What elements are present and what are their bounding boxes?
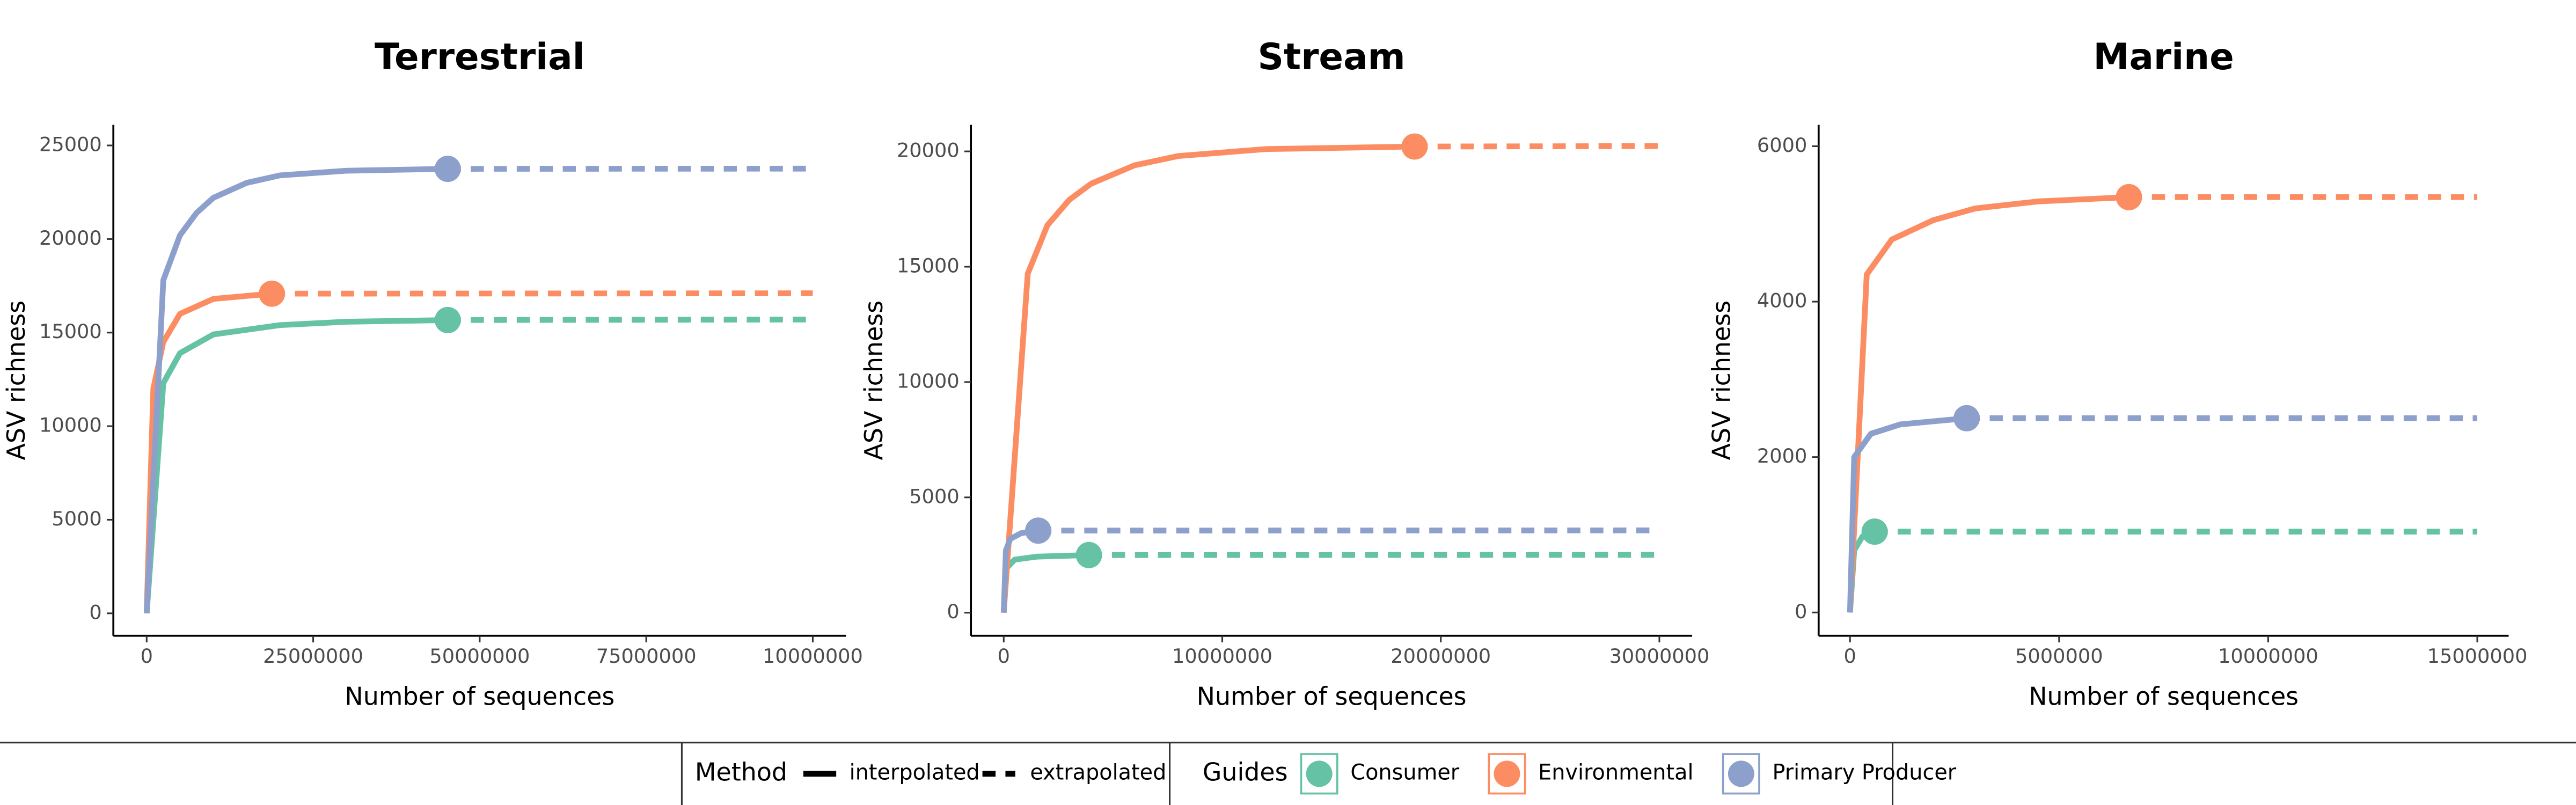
observed-point [1075, 541, 1102, 568]
extrapolated-line [448, 316, 813, 323]
interpolated-line [143, 317, 448, 614]
observed-point [2116, 184, 2142, 210]
interpolated-line [1847, 194, 2129, 613]
x-axis-label: Number of sequences [345, 682, 614, 711]
y-tick-label: 10000 [39, 414, 102, 437]
x-tick-label: 10000000 [1172, 645, 1272, 668]
legend-key [1306, 760, 1333, 787]
y-tick-label: 20000 [897, 139, 960, 162]
y-tick-label: 15000 [897, 254, 960, 277]
observed-point [1861, 518, 1888, 545]
panel-title: Stream [1258, 35, 1406, 78]
legend-label: interpolated [850, 760, 980, 785]
x-tick-label: 20000000 [1391, 645, 1491, 668]
interpolated-line [143, 166, 448, 614]
y-tick-label: 0 [89, 601, 101, 624]
y-tick-label: 2000 [1757, 444, 1807, 467]
y-tick-label: 0 [1795, 600, 1807, 623]
y-tick-label: 5000 [52, 507, 101, 530]
y-axis-label: ASV richness [1707, 301, 1736, 460]
interpolated-line [1847, 415, 1967, 613]
x-tick-label: 75000000 [596, 645, 697, 668]
observed-point [259, 280, 286, 307]
x-axis-label: Number of sequences [1197, 682, 1467, 711]
panel-title: Terrestrial [375, 35, 585, 78]
y-tick-label: 20000 [39, 226, 102, 250]
y-tick-label: 15000 [39, 320, 102, 343]
x-tick-label: 0 [998, 645, 1010, 668]
x-tick-label: 50000000 [429, 645, 530, 668]
legend-title: Method [695, 757, 787, 786]
interpolated-line [1000, 143, 1415, 613]
x-tick-label: 0 [141, 645, 153, 668]
legend-key [1494, 760, 1520, 787]
legend-key [1728, 760, 1754, 787]
x-tick-label: 15000000 [2427, 645, 2528, 668]
x-tick-label: 10000000 [2218, 645, 2318, 668]
observed-point [434, 156, 461, 182]
x-tick-label: 5000000 [2015, 645, 2103, 668]
legend-label: Primary Producer [1773, 760, 1957, 785]
y-tick-label: 25000 [39, 133, 102, 156]
observed-point [434, 306, 461, 333]
legend-frame [0, 742, 2576, 805]
legend-title: Guides [1203, 757, 1288, 786]
observed-point [1401, 133, 1428, 160]
x-axis-label: Number of sequences [2029, 682, 2299, 711]
x-tick-label: 0 [1844, 645, 1856, 668]
observed-point [1953, 405, 1980, 431]
y-axis-label: ASV richness [2, 301, 31, 460]
y-tick-label: 6000 [1757, 134, 1807, 157]
interpolated-line [143, 290, 273, 614]
legend-label: Consumer [1350, 760, 1459, 785]
extrapolated-line [1414, 143, 1659, 150]
y-tick-label: 4000 [1757, 289, 1807, 312]
observed-point [1025, 517, 1052, 544]
legend-label: extrapolated [1030, 760, 1166, 785]
panel-title: Marine [2093, 35, 2234, 78]
y-tick-label: 5000 [909, 485, 959, 508]
legend-label: Environmental [1538, 760, 1693, 785]
y-tick-label: 0 [947, 600, 959, 623]
x-tick-label: 25000000 [263, 645, 363, 668]
x-tick-label: 10000000 [763, 645, 863, 668]
x-tick-label: 30000000 [1609, 645, 1710, 668]
y-tick-label: 10000 [897, 369, 960, 392]
y-axis-label: ASV richness [859, 301, 888, 460]
